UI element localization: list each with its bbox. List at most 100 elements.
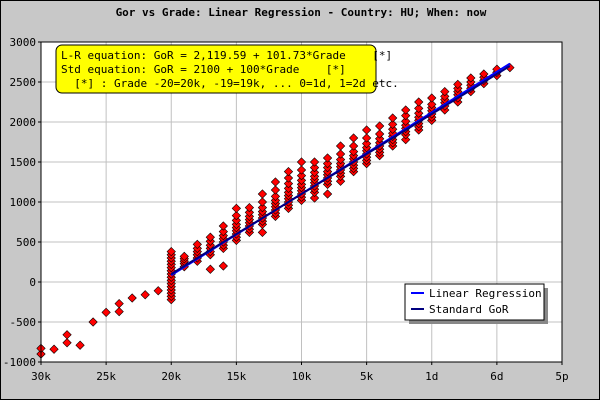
data-point — [414, 97, 424, 107]
data-point — [257, 197, 268, 207]
data-point — [296, 165, 307, 175]
data-point — [127, 293, 137, 303]
lr-equation: L-R equation: GoR = 2,119.59 + 101.73*Gr… — [61, 49, 392, 62]
data-point — [309, 193, 320, 203]
data-point — [401, 116, 411, 126]
series-line — [170, 65, 511, 275]
y-tick-label: 500 — [16, 236, 36, 249]
data-point — [49, 344, 59, 354]
y-tick-label: 1000 — [10, 196, 37, 209]
data-point — [296, 170, 307, 181]
data-point — [414, 108, 424, 118]
data-point — [283, 178, 294, 189]
data-point — [335, 176, 346, 186]
data-point — [114, 306, 124, 317]
data-point — [270, 177, 281, 187]
y-tick-label: 1500 — [10, 156, 37, 169]
data-point — [257, 189, 268, 199]
data-point — [362, 133, 372, 143]
data-point — [166, 246, 176, 257]
x-tick-label: 6d — [490, 370, 503, 383]
data-point — [192, 239, 202, 250]
equation-box-bg — [55, 44, 377, 94]
data-point — [231, 210, 241, 221]
data-point — [388, 113, 398, 123]
x-tick-label: 10k — [292, 370, 312, 383]
legend: Linear Regression Standard GoR — [404, 283, 548, 324]
data-point — [362, 138, 372, 149]
data-point — [218, 261, 228, 271]
data-point — [257, 227, 268, 238]
y-tick-label: 0 — [29, 276, 36, 289]
data-point — [466, 73, 476, 83]
data-point — [283, 183, 294, 194]
data-point — [62, 338, 72, 348]
equation-box: L-R equation: GoR = 2,119.59 + 101.73*Gr… — [55, 44, 399, 94]
data-point — [205, 232, 215, 242]
data-point — [335, 149, 346, 159]
legend-box — [404, 283, 545, 321]
chart-title: Gor vs Grade: Linear Regression - Countr… — [116, 6, 487, 19]
data-point — [322, 153, 333, 163]
data-point — [75, 340, 85, 350]
y-tick-label: -500 — [10, 316, 37, 329]
data-point — [283, 166, 294, 177]
data-point — [218, 226, 228, 237]
data-point — [401, 105, 411, 115]
data-point — [140, 290, 150, 300]
y-tick-label: -1000 — [3, 356, 36, 369]
data-point — [296, 157, 307, 167]
y-axis-ticks: -1000 -500 0 500 1000 1500 2000 2500 3000 — [3, 36, 41, 369]
grade-note: [*] : Grade -20=20k, -19=19k, ... 0=1d, … — [61, 77, 399, 90]
data-point — [427, 99, 437, 110]
data-point — [283, 173, 294, 183]
data-point — [309, 157, 320, 167]
data-point — [427, 93, 437, 103]
data-point — [88, 317, 98, 327]
x-axis-ticks: 30k 25k 20k 15k 10k 5k 1d 6d 5p — [31, 362, 569, 383]
x-tick-label: 5p — [555, 370, 568, 383]
x-tick-label: 1d — [425, 370, 438, 383]
data-point — [101, 307, 111, 318]
y-tick-label: 3000 — [10, 36, 37, 49]
data-point — [244, 202, 255, 213]
data-point — [231, 203, 241, 214]
x-tick-label: 25k — [96, 370, 116, 383]
data-point — [335, 141, 346, 151]
data-point — [479, 69, 489, 79]
x-tick-label: 5k — [360, 370, 374, 383]
data-point — [375, 134, 385, 144]
data-point — [348, 146, 359, 157]
data-point — [309, 162, 320, 173]
data-point — [348, 133, 359, 143]
x-tick-label: 30k — [31, 370, 51, 383]
data-point — [401, 134, 411, 145]
data-point — [440, 91, 450, 102]
x-tick-label: 15k — [226, 370, 246, 383]
data-point — [322, 158, 333, 169]
data-point — [322, 189, 333, 199]
regression-lines — [170, 62, 511, 277]
std-equation: Std equation: GoR = 2100 + 100*Grade [*] — [61, 63, 346, 76]
data-point — [401, 110, 411, 121]
data-point — [388, 119, 398, 130]
x-tick-label: 20k — [161, 370, 181, 383]
y-tick-label: 2500 — [10, 76, 37, 89]
data-point — [296, 175, 307, 186]
data-point — [375, 129, 385, 139]
data-point — [179, 251, 189, 262]
data-point — [375, 121, 385, 131]
data-point — [440, 86, 450, 97]
data-point — [309, 167, 320, 178]
data-point — [153, 286, 163, 296]
plot-border — [40, 41, 563, 363]
data-point — [453, 79, 463, 90]
legend-label-linear-regression: Linear Regression — [429, 287, 542, 300]
data-point — [244, 207, 255, 218]
data-point — [335, 154, 346, 165]
data-point — [218, 221, 228, 231]
legend-label-standard-gor: Standard GoR — [429, 303, 509, 316]
data-point — [257, 202, 268, 213]
